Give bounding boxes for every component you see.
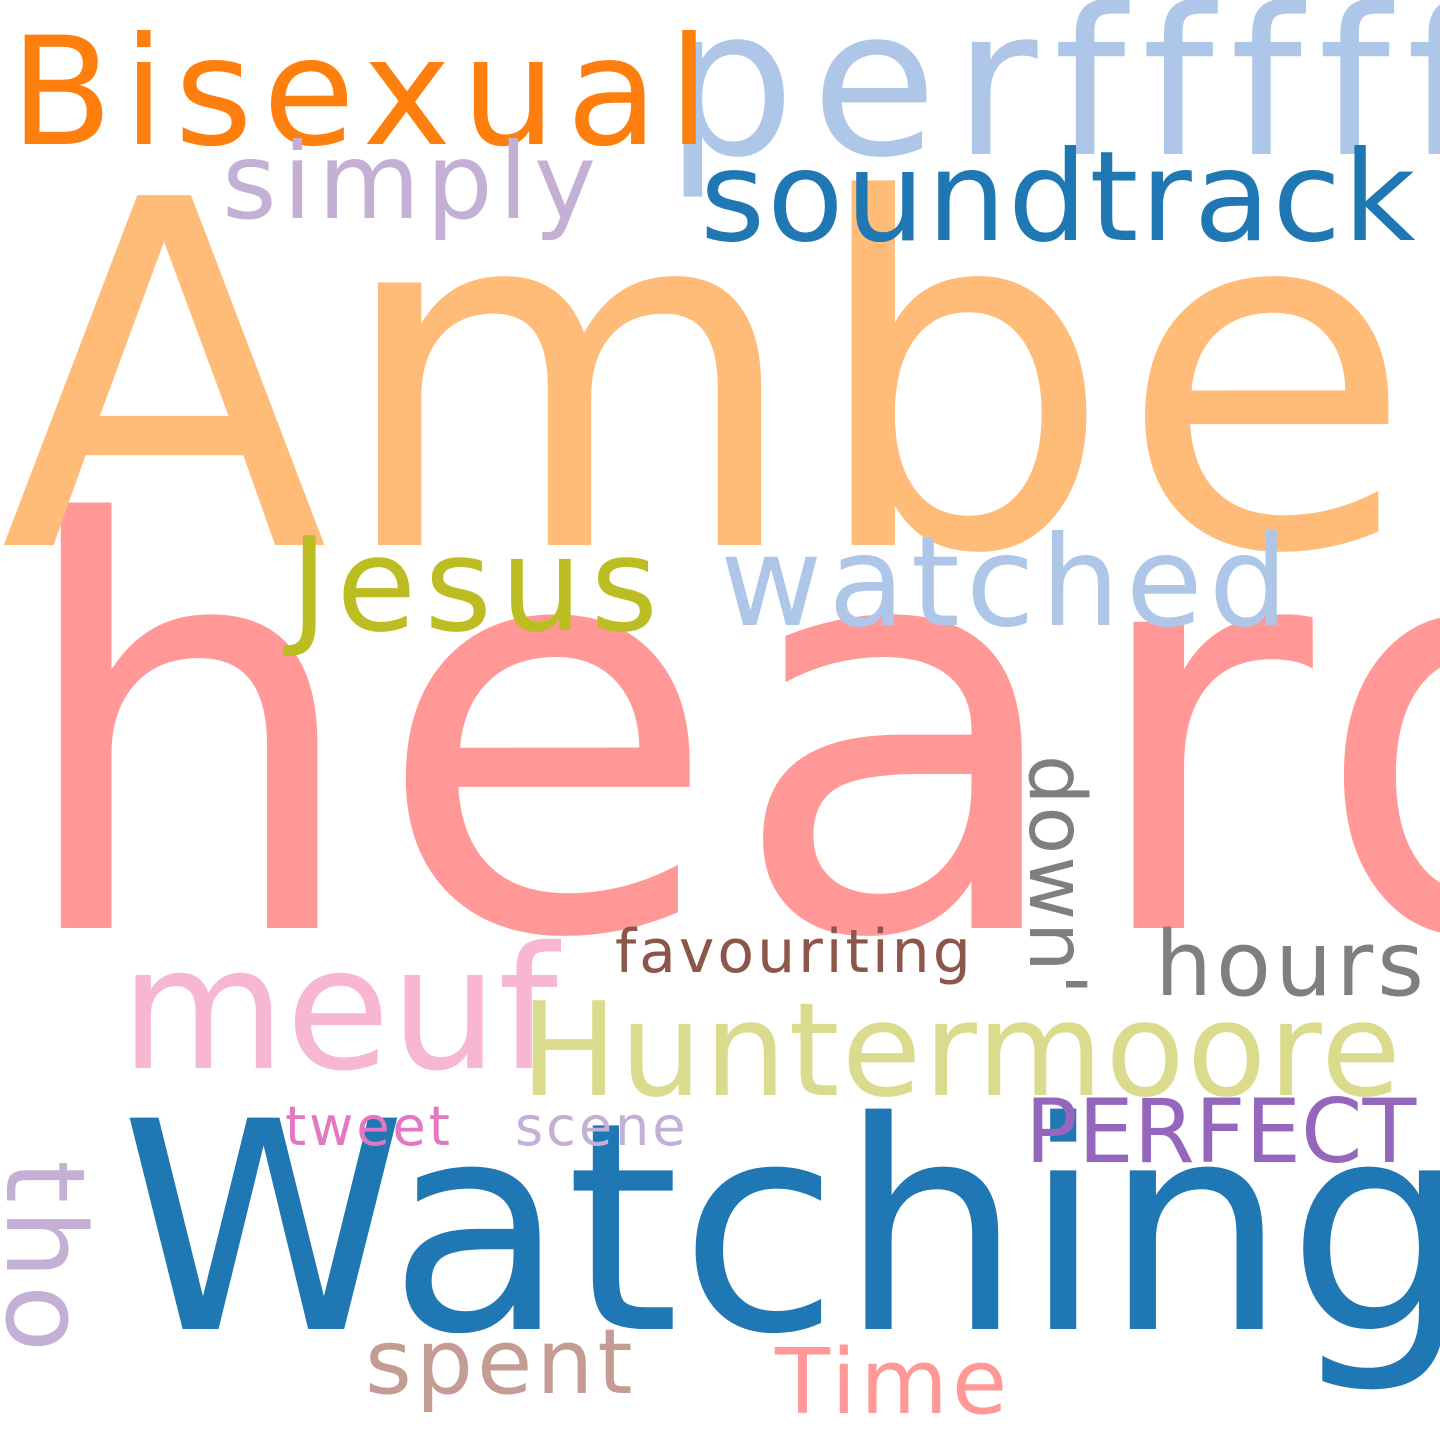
- word-spent: spent: [365, 1310, 637, 1415]
- word-tho: tho: [0, 1160, 109, 1359]
- word-perfffff: perfffff: [665, 0, 1440, 203]
- word-scene: scene: [515, 1095, 689, 1158]
- word-bisexual: Bisexual: [10, 6, 720, 180]
- word-jesus: Jesus: [290, 509, 667, 661]
- word-huntermoore: Huntermoore: [520, 974, 1403, 1126]
- word-hours: hours: [1155, 912, 1429, 1017]
- word-watched: watched: [720, 510, 1295, 655]
- word-watching: Watching: [120, 1061, 1440, 1398]
- word-soundtrack: soundtrack: [700, 125, 1418, 270]
- word-amber: Amber: [0, 100, 1440, 659]
- word-favouriting: favouriting: [615, 917, 974, 987]
- word-down: down': [1011, 755, 1101, 997]
- word-time: Time: [775, 1330, 1012, 1435]
- word-heard: heard: [10, 409, 1440, 1061]
- word-tweet: tweet: [285, 1095, 453, 1158]
- word-meuf: meuf: [120, 911, 558, 1109]
- word-perfect: PERFECT: [1025, 1080, 1417, 1183]
- word-simply: simply: [222, 121, 603, 243]
